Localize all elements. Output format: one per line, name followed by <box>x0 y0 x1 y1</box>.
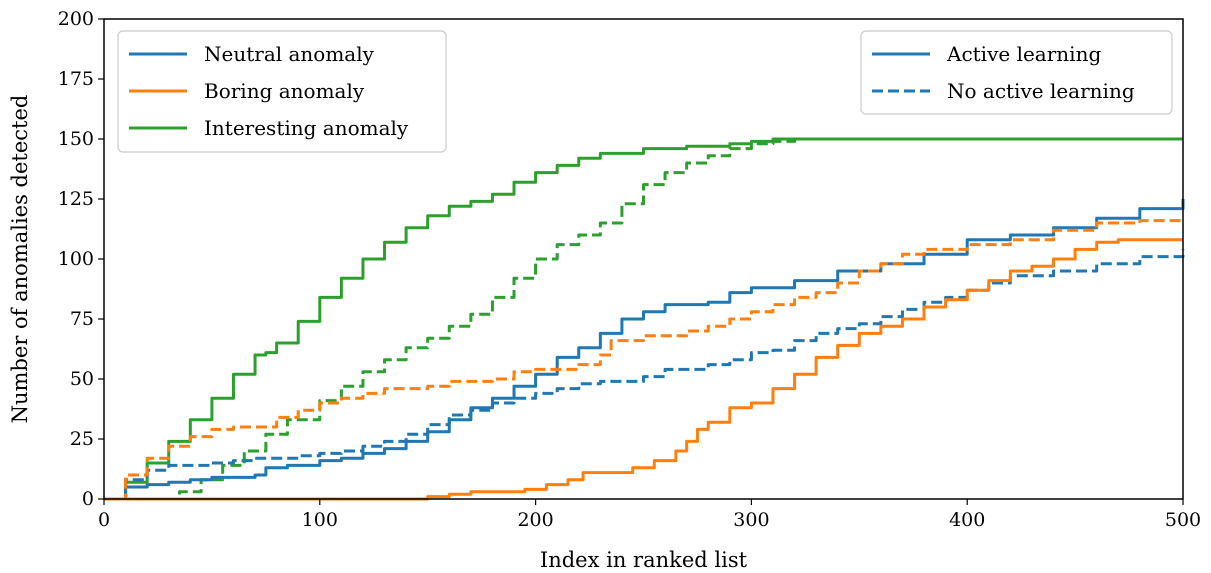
legend-box <box>860 30 1173 115</box>
y-tick-label: 75 <box>70 308 94 330</box>
y-tick-label: 125 <box>58 188 94 210</box>
series-layer <box>104 137 1185 501</box>
y-tick-label: 50 <box>70 368 94 390</box>
y-tick-label: 100 <box>58 248 94 270</box>
series-line-interesting-solid <box>104 137 1183 501</box>
x-axis-label: Index in ranked list <box>540 548 748 572</box>
x-tick-label: 100 <box>302 509 338 531</box>
x-tick-label: 400 <box>949 509 985 531</box>
y-tick-label: 175 <box>58 68 94 90</box>
legend-styles: Active learning No active learning <box>860 30 1173 115</box>
legend-label-neutral: Neutral anomaly <box>204 42 375 66</box>
series-line-interesting-dashed <box>104 137 1183 501</box>
y-tick-label: 150 <box>58 128 94 150</box>
x-tick-label: 300 <box>733 509 769 531</box>
x-tick-label: 0 <box>98 509 110 531</box>
series-line-boring-dashed <box>104 218 1185 501</box>
legend-label-interesting: Interesting anomaly <box>204 116 409 140</box>
ticks-layer: 0 100 200 300 400 500 0 25 50 75 100 125 150 175 200 <box>58 8 1201 531</box>
y-tick-label: 0 <box>82 488 94 510</box>
y-tick-label: 25 <box>70 428 94 450</box>
legend-classes: Neutral anomaly Boring anomaly Interesti… <box>117 30 447 153</box>
series-line-neutral-dashed <box>104 249 1185 501</box>
series-line-neutral-solid <box>104 199 1185 501</box>
series-line-boring-solid <box>104 238 1183 501</box>
legend-label-no-active-learning: No active learning <box>947 79 1135 103</box>
legend-box <box>117 30 447 153</box>
x-tick-label: 200 <box>517 509 553 531</box>
y-tick-label: 200 <box>58 8 94 30</box>
legend-label-boring: Boring anomaly <box>204 79 365 103</box>
y-axis-label: Number of anomalies detected <box>8 95 32 424</box>
x-tick-label: 500 <box>1165 509 1201 531</box>
legend-label-active-learning: Active learning <box>946 42 1101 66</box>
